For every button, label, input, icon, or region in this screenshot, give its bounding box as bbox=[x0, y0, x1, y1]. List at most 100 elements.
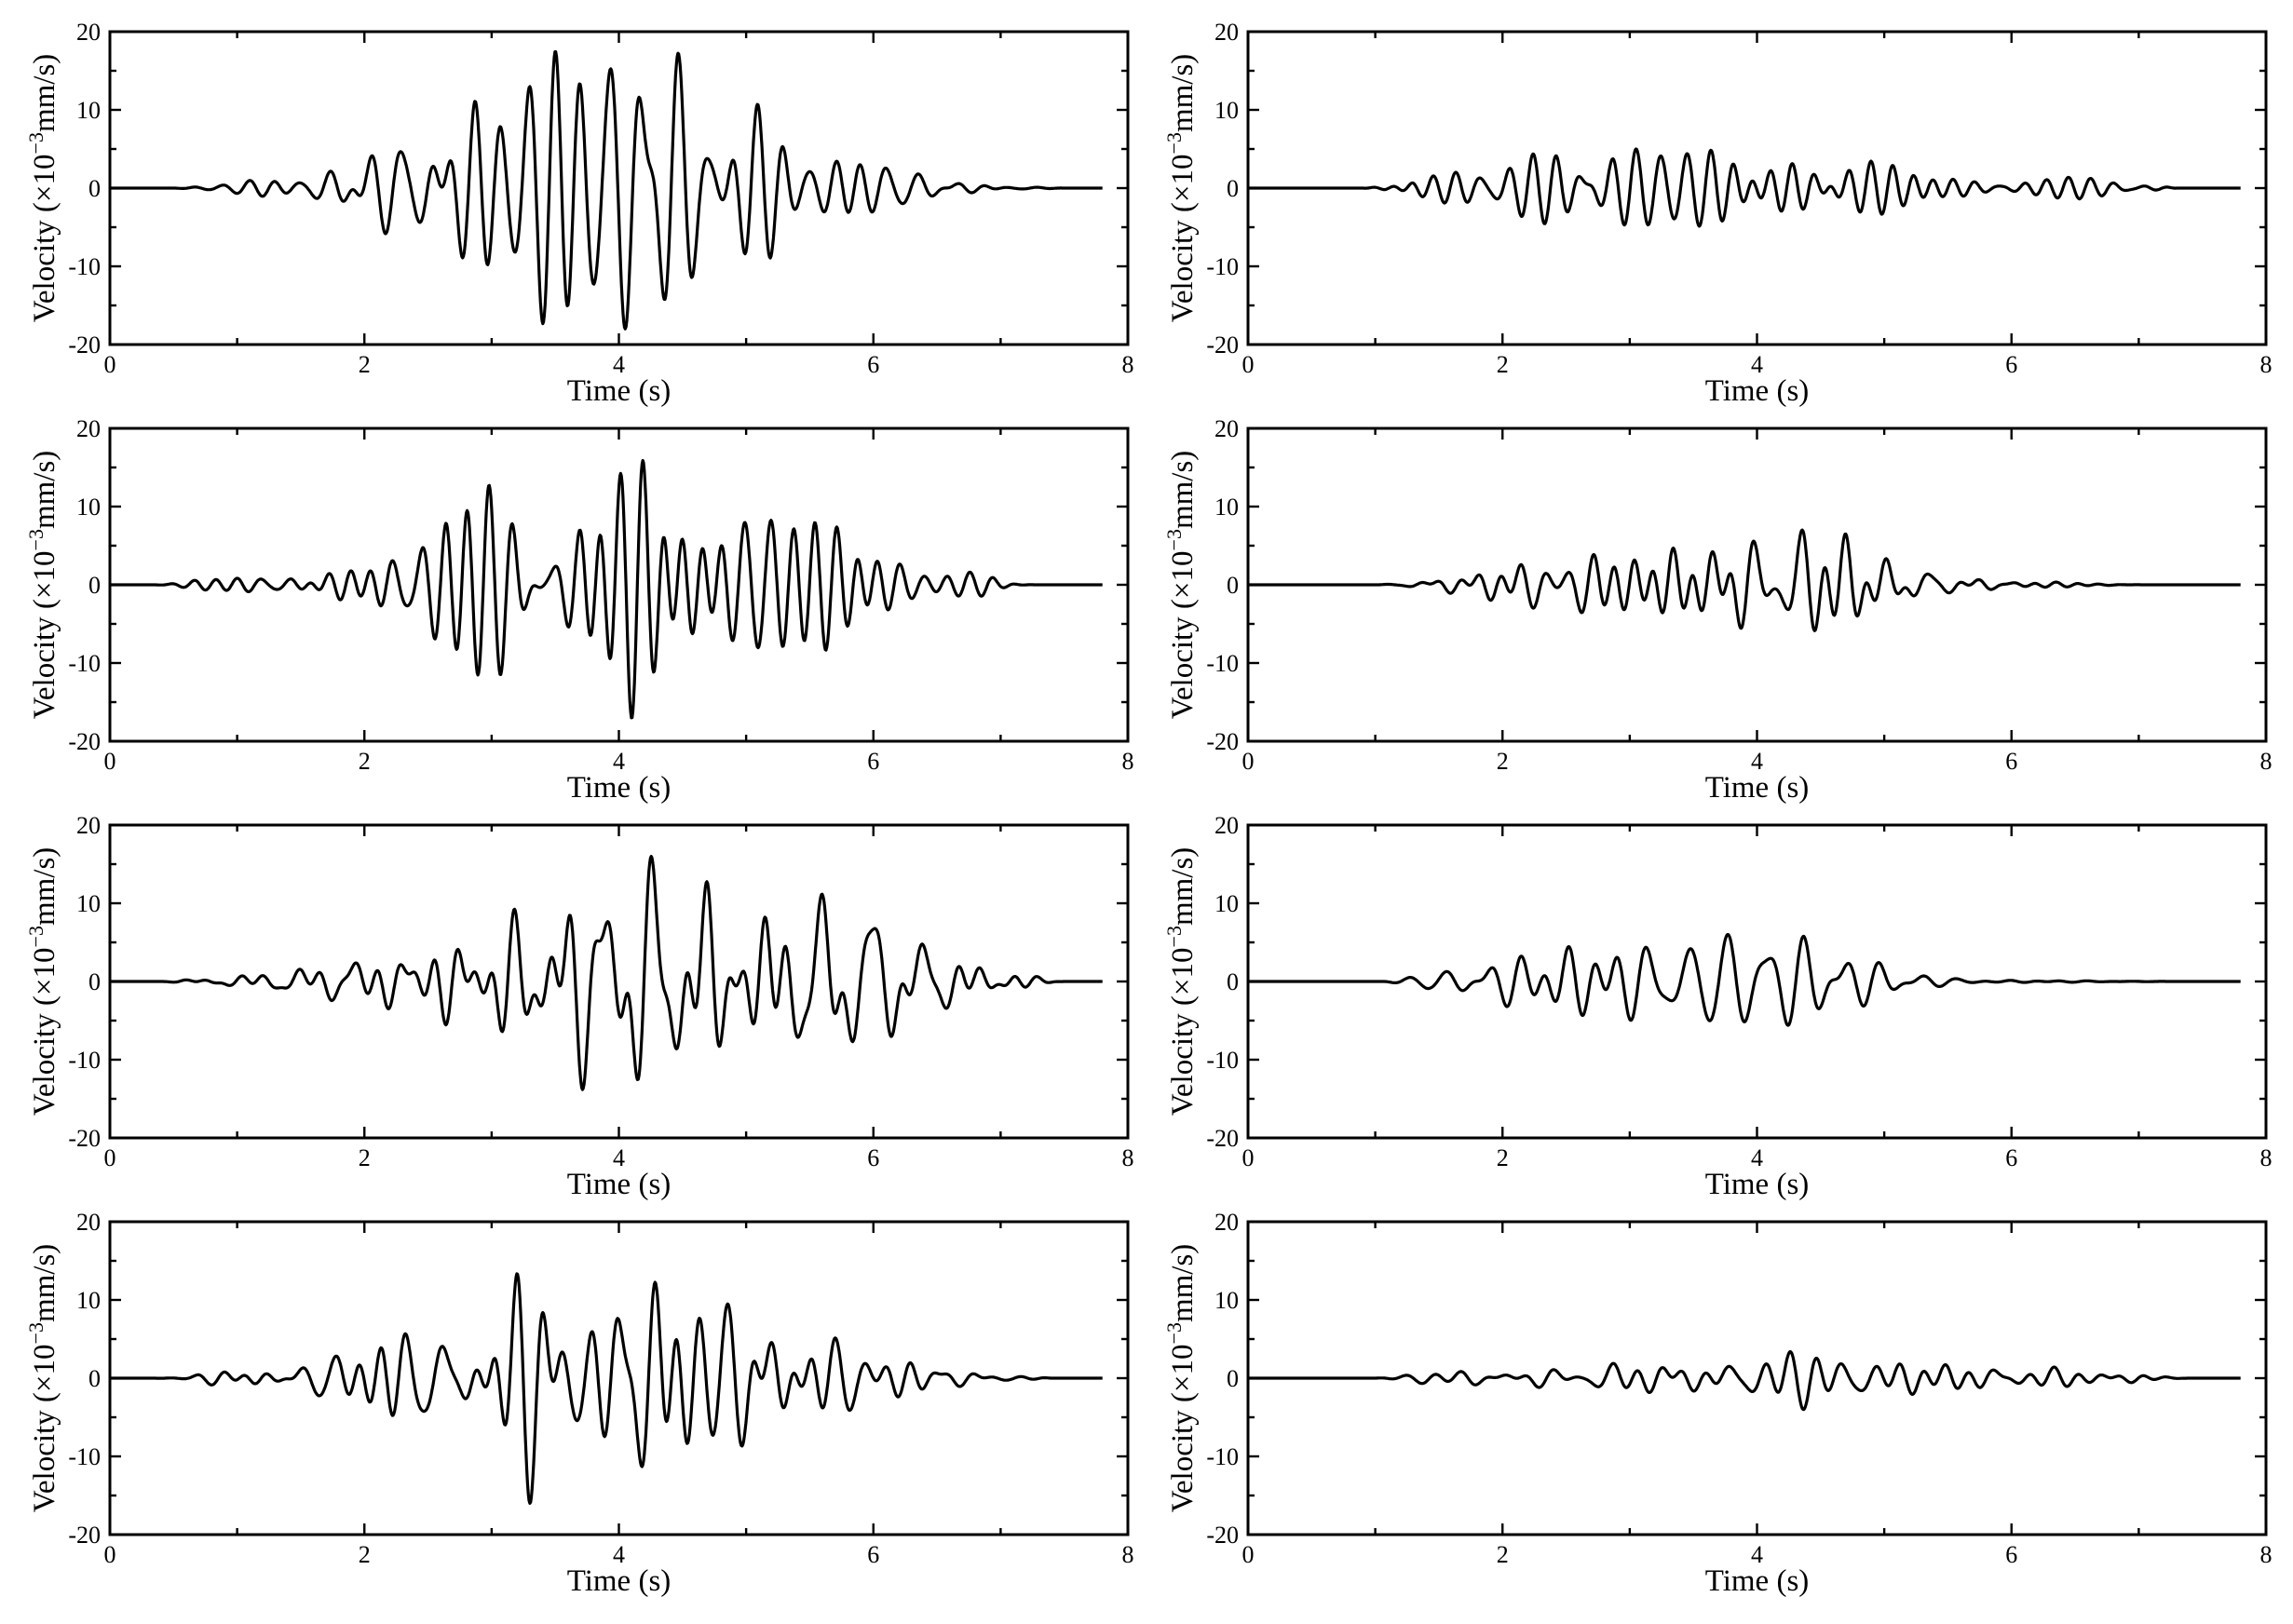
velocity-trace bbox=[1247, 1349, 2242, 1412]
y-tick-label: 10 bbox=[76, 97, 101, 124]
x-tick-label: 2 bbox=[1497, 1541, 1509, 1568]
y-axis-title-main: Velocity (×10 bbox=[28, 550, 61, 719]
y-tick-label: 0 bbox=[88, 968, 101, 995]
x-tick-label: 8 bbox=[1122, 1541, 1134, 1568]
x-tick-label: 0 bbox=[1242, 1144, 1255, 1171]
y-tick-label: 10 bbox=[76, 494, 101, 521]
y-axis-title-main: Velocity (×10 bbox=[1166, 154, 1200, 322]
velocity-trace bbox=[1247, 147, 2242, 228]
y-tick-label: -10 bbox=[1206, 253, 1239, 280]
x-axis-title: Time (s) bbox=[567, 1564, 672, 1598]
y-tick-label: 20 bbox=[1214, 415, 1239, 442]
y-tick-label: -20 bbox=[1206, 332, 1239, 359]
y-tick-label: -10 bbox=[68, 1047, 101, 1074]
y-axis-title-main: Velocity (×10 bbox=[1166, 947, 1200, 1116]
y-tick-label: 0 bbox=[88, 1365, 101, 1392]
x-tick-label: 4 bbox=[1751, 1541, 1763, 1568]
y-axis-title-unit: mm/s) bbox=[28, 451, 61, 529]
x-tick-label: 2 bbox=[359, 748, 371, 775]
x-tick-label: 8 bbox=[2260, 1144, 2273, 1171]
y-tick-label: -20 bbox=[1206, 1522, 1239, 1549]
x-tick-label: 4 bbox=[613, 351, 625, 378]
x-tick-label: 6 bbox=[2005, 351, 2017, 378]
y-axis-title: Velocity (×10−3mm/s) bbox=[24, 847, 61, 1116]
y-tick-label: 20 bbox=[1214, 812, 1239, 839]
x-tick-label: 2 bbox=[1497, 748, 1509, 775]
x-tick-label: 6 bbox=[867, 1541, 879, 1568]
y-tick-label: 20 bbox=[1214, 19, 1239, 46]
velocity-panel-r1c1: -20 -10 0 10 20 0 2 4 6 8 Time (s) Velocity (×10−3m… bbox=[24, 19, 1134, 408]
y-tick-label: -20 bbox=[1206, 1125, 1239, 1152]
y-tick-label: -20 bbox=[68, 1125, 101, 1152]
x-axis-title: Time (s) bbox=[1705, 771, 1810, 805]
y-tick-label: -10 bbox=[1206, 1047, 1239, 1074]
y-tick-label: 20 bbox=[76, 1209, 101, 1236]
x-axis-title: Time (s) bbox=[1705, 1564, 1810, 1598]
velocity-trace bbox=[109, 458, 1104, 720]
y-axis-title-exponent: −3 bbox=[24, 926, 47, 947]
x-axis-title: Time (s) bbox=[567, 1168, 672, 1201]
y-tick-label: -10 bbox=[1206, 650, 1239, 677]
velocity-trace bbox=[109, 1272, 1104, 1505]
y-axis-title-exponent: −3 bbox=[24, 529, 47, 550]
y-axis-title-unit: mm/s) bbox=[28, 847, 61, 926]
plot-frame bbox=[108, 30, 1130, 346]
x-tick-label: 0 bbox=[1242, 351, 1255, 378]
plot-frame bbox=[1246, 823, 2268, 1140]
x-tick-label: 6 bbox=[867, 1144, 879, 1171]
y-axis-title: Velocity (×10−3mm/s) bbox=[1162, 847, 1200, 1116]
y-axis-title-main: Velocity (×10 bbox=[28, 1344, 61, 1512]
y-tick-label: 20 bbox=[76, 812, 101, 839]
y-axis-title-unit: mm/s) bbox=[1166, 847, 1200, 926]
x-tick-label: 0 bbox=[1242, 748, 1255, 775]
x-tick-label: 8 bbox=[2260, 351, 2273, 378]
x-tick-label: 4 bbox=[1751, 748, 1763, 775]
y-axis-title-unit: mm/s) bbox=[1166, 54, 1200, 132]
plot-frame bbox=[1246, 30, 2268, 346]
velocity-panel-r1c2: -20 -10 0 10 20 0 2 4 6 8 Time (s) Velocity (×10−3m… bbox=[1162, 19, 2273, 408]
y-axis-title-main: Velocity (×10 bbox=[1166, 550, 1200, 719]
x-tick-label: 0 bbox=[104, 748, 116, 775]
velocity-trace bbox=[1247, 933, 2242, 1027]
y-tick-label: -10 bbox=[68, 253, 101, 280]
y-axis-title-unit: mm/s) bbox=[28, 54, 61, 132]
x-tick-label: 8 bbox=[1122, 351, 1134, 378]
y-tick-label: 10 bbox=[1214, 494, 1239, 521]
y-axis-title: Velocity (×10−3mm/s) bbox=[1162, 54, 1200, 323]
x-tick-label: 0 bbox=[1242, 1541, 1255, 1568]
y-axis-title-unit: mm/s) bbox=[28, 1244, 61, 1322]
x-tick-label: 8 bbox=[2260, 1541, 2273, 1568]
velocity-trace bbox=[1247, 528, 2242, 632]
y-tick-label: 10 bbox=[76, 890, 101, 917]
y-axis-title: Velocity (×10−3mm/s) bbox=[1162, 451, 1200, 720]
x-axis-title: Time (s) bbox=[567, 771, 672, 805]
y-axis-title: Velocity (×10−3mm/s) bbox=[24, 451, 61, 720]
x-tick-label: 4 bbox=[613, 1144, 625, 1171]
x-tick-label: 4 bbox=[1751, 1144, 1763, 1171]
velocity-panel-r2c1: -20 -10 0 10 20 0 2 4 6 8 Time (s) Velocity (×10−3m… bbox=[24, 415, 1134, 805]
x-tick-label: 2 bbox=[359, 1144, 371, 1171]
plot-frame bbox=[108, 426, 1130, 743]
y-tick-label: 10 bbox=[1214, 890, 1239, 917]
y-tick-label: -10 bbox=[1206, 1443, 1239, 1470]
x-tick-label: 2 bbox=[359, 1541, 371, 1568]
plot-frame bbox=[1246, 1220, 2268, 1536]
y-tick-label: 20 bbox=[76, 19, 101, 46]
x-tick-label: 6 bbox=[2005, 748, 2017, 775]
x-tick-label: 4 bbox=[1751, 351, 1763, 378]
x-tick-label: 2 bbox=[1497, 351, 1509, 378]
y-tick-label: 10 bbox=[1214, 1287, 1239, 1314]
y-axis-title: Velocity (×10−3mm/s) bbox=[24, 54, 61, 323]
velocity-panel-r4c2: -20 -10 0 10 20 0 2 4 6 8 Time (s) Velocity (×10−3m… bbox=[1162, 1209, 2273, 1598]
y-tick-label: -20 bbox=[68, 728, 101, 755]
y-tick-label: -20 bbox=[68, 332, 101, 359]
y-tick-label: -10 bbox=[68, 650, 101, 677]
y-tick-label: 0 bbox=[88, 175, 101, 202]
y-tick-label: 10 bbox=[1214, 97, 1239, 124]
y-axis-title-main: Velocity (×10 bbox=[28, 154, 61, 322]
x-tick-label: 0 bbox=[104, 1541, 116, 1568]
y-tick-label: 0 bbox=[1227, 175, 1239, 202]
x-tick-label: 6 bbox=[867, 351, 879, 378]
y-tick-label: 0 bbox=[1227, 1365, 1239, 1392]
